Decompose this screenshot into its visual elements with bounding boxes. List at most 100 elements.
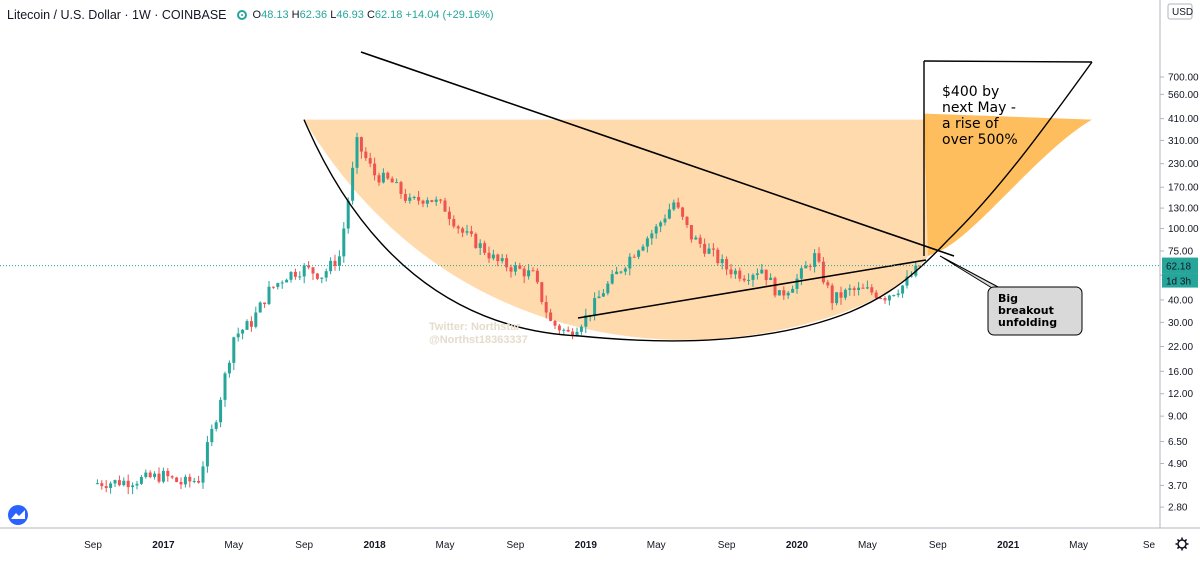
candle-body: [510, 267, 513, 271]
candle-body: [848, 288, 851, 290]
price-tick-label: 4.90: [1168, 459, 1188, 470]
callout-text-line: unfolding: [998, 316, 1057, 329]
candle-body: [197, 481, 200, 483]
candle-body: [439, 200, 442, 201]
candle-body: [268, 287, 271, 304]
candle-body: [360, 137, 363, 152]
candle-body: [347, 201, 350, 229]
candle-body: [175, 478, 178, 482]
candle-body: [457, 226, 460, 228]
candle-body: [774, 278, 777, 296]
candle-body: [738, 271, 741, 279]
candle-body: [448, 212, 451, 219]
candle-body: [96, 483, 99, 484]
candle-body: [320, 278, 323, 279]
candle-body: [897, 294, 900, 296]
price-tick-label: 100.00: [1168, 224, 1199, 235]
candle-body: [391, 179, 394, 183]
candle-body: [677, 202, 680, 207]
candle-body: [237, 334, 240, 338]
candle: [351, 162, 354, 205]
candle-body: [356, 137, 359, 168]
candle-body: [435, 200, 438, 202]
candle-body: [395, 182, 398, 183]
time-tick-label: Sep: [718, 540, 736, 551]
high-label: H: [292, 9, 300, 21]
candle-body: [127, 481, 130, 487]
time-tick-label: Se: [1143, 540, 1156, 551]
candle-body: [747, 280, 750, 281]
candle-body: [791, 289, 794, 293]
candle-body: [580, 327, 583, 332]
candle-body: [144, 473, 147, 477]
candle-body: [884, 298, 887, 300]
candle-body: [400, 182, 403, 194]
target-annotation-line: $400 by: [942, 84, 999, 100]
open-label: O: [253, 9, 262, 21]
candle-body: [514, 265, 517, 271]
candle-body: [730, 269, 733, 274]
candle-body: [122, 481, 125, 485]
time-tick-label: 2018: [363, 540, 386, 551]
candle-body: [290, 272, 293, 280]
candle-body: [474, 234, 477, 248]
candle-body: [901, 286, 904, 294]
candle-body: [224, 373, 227, 399]
candle-body: [452, 219, 455, 226]
candle-body: [782, 290, 785, 295]
candle-body: [703, 244, 706, 254]
candle: [356, 133, 359, 174]
time-tick-label: 2021: [997, 540, 1020, 551]
time-tick-label: 2017: [152, 540, 175, 551]
candle-body: [668, 209, 671, 218]
time-tick-label: May: [224, 540, 243, 551]
target-annotation-line: a rise of: [942, 116, 1000, 132]
candle-body: [752, 275, 755, 280]
candle-body: [870, 287, 873, 292]
currency-badge[interactable]: USD: [1168, 4, 1193, 19]
candle-body: [892, 295, 895, 296]
candle-body: [615, 272, 618, 274]
candle-body: [342, 229, 345, 257]
candle-body: [136, 484, 139, 486]
time-tick-label: Sep: [295, 540, 313, 551]
candle-body: [444, 200, 447, 211]
candle-body: [712, 249, 715, 250]
candle-body: [760, 270, 763, 274]
candle: [778, 290, 781, 296]
price-tick-label: 310.00: [1168, 136, 1199, 147]
candle-body: [131, 485, 134, 487]
close-label: C: [367, 9, 375, 21]
price-tick-label: 22.00: [1168, 342, 1193, 353]
price-tick-label: 40.00: [1168, 295, 1193, 306]
price-tick-label: 6.50: [1168, 437, 1188, 448]
price-tick-label: 75.00: [1168, 246, 1193, 257]
candle-body: [549, 312, 552, 320]
candle-body: [417, 197, 420, 201]
price-tick-label: 410.00: [1168, 114, 1199, 125]
candle-body: [193, 481, 196, 482]
candle-body: [857, 288, 860, 290]
candle-body: [822, 262, 825, 283]
candle-body: [171, 476, 174, 477]
candle-body: [276, 283, 279, 287]
symbol-title[interactable]: Litecoin / U.S. Dollar · 1W · COINBASE: [7, 8, 227, 22]
candle-body: [259, 303, 262, 313]
close-value: 62.18: [375, 9, 403, 21]
candle: [774, 277, 777, 298]
time-tick-label: Sep: [507, 540, 525, 551]
candle-body: [734, 271, 737, 275]
candle-body: [501, 258, 504, 261]
candle-body: [364, 152, 367, 158]
candle: [259, 301, 262, 312]
time-tick-label: 2020: [786, 540, 809, 551]
price-tick-label: 700.00: [1168, 72, 1199, 83]
target-top-line: [924, 61, 1092, 62]
candle-body: [303, 265, 306, 276]
tradingview-logo-icon: [8, 505, 28, 525]
candle-body: [426, 200, 429, 204]
candle-body: [492, 255, 495, 259]
candle-body: [875, 292, 878, 297]
